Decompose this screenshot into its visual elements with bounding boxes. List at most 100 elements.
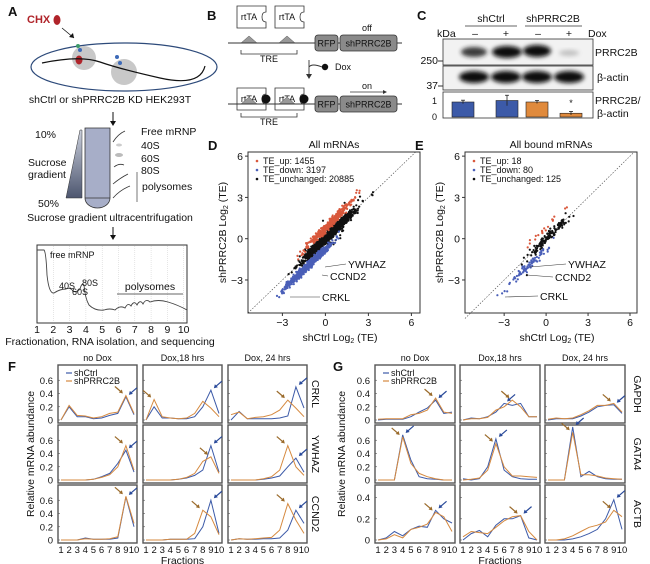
data-point-up [313, 238, 316, 241]
data-point-unchanged [351, 214, 354, 217]
subplot-frame [544, 424, 626, 484]
data-point-unchanged [312, 248, 315, 251]
data-point-down [531, 264, 534, 267]
data-point-down [329, 244, 332, 247]
rfp-box [314, 34, 339, 52]
y-tick-label: 0 [365, 536, 370, 547]
x-tick-label: 1 [460, 545, 465, 556]
y-tick-label: 0.2 [357, 462, 370, 473]
data-point-unchanged [520, 263, 523, 266]
data-point-up [316, 236, 319, 239]
x-tick-label: 5 [408, 545, 413, 556]
data-point-unchanged [530, 254, 533, 257]
diagonal-line [464, 151, 635, 319]
data-point-down [292, 283, 295, 286]
data-point-unchanged [548, 230, 551, 233]
shrna-box [339, 95, 398, 113]
data-point-up [323, 232, 326, 235]
x-tick-label: 8 [285, 545, 290, 556]
data-point-unchanged [337, 221, 340, 224]
x-tick-label: 6 [184, 545, 189, 556]
peak-arrowhead-icon [280, 497, 285, 502]
x-tick-label: 3 [160, 545, 165, 556]
data-point-up [336, 211, 340, 214]
y-axis-label: Relative mRNA abundance [25, 391, 37, 517]
data-point-down [540, 251, 543, 254]
data-point-down [337, 230, 340, 233]
legend-marker [472, 159, 476, 163]
peak-arrowhead-icon [298, 504, 303, 509]
data-point-up [328, 221, 331, 225]
y-tick-label: 0.6 [40, 376, 53, 387]
band-label: PRRC2B [595, 47, 638, 59]
peak-arrowhead-icon [118, 439, 123, 444]
row-label-gene: GATA4 [631, 438, 643, 471]
data-point-down [313, 255, 316, 258]
y-tick-label: −3 [448, 275, 460, 287]
scatter-plot-bound-mrnas: All bound mRNAs −3 −3 0 0 3 3 6 6 shCtrl Log2 (TE… [434, 139, 638, 345]
chx-molecule-icon [53, 15, 61, 25]
data-point-down [542, 248, 545, 251]
gradient-label: gradient [28, 169, 66, 181]
data-point-unchanged [341, 225, 344, 228]
subplot-frame [57, 364, 138, 424]
data-point-unchanged [307, 248, 310, 251]
data-point-down [278, 296, 281, 299]
data-point-unchanged [547, 234, 550, 238]
data-point-unchanged [532, 249, 535, 252]
column-title: Dox,18 hrs [478, 353, 522, 363]
data-point-unchanged [554, 231, 557, 234]
x-tick-label: 2 [554, 545, 559, 556]
y-tick-label: 0.4 [40, 389, 53, 400]
arrowhead-icon [110, 235, 116, 240]
peak-arrowhead-icon [498, 432, 503, 437]
legend-marker [255, 177, 259, 181]
data-point-unchanged [313, 244, 316, 247]
series-line-kd [462, 515, 538, 541]
peak-arrowhead-icon [118, 490, 123, 495]
gene-annotation: CRKL [322, 292, 350, 304]
data-point-down [501, 292, 504, 295]
data-point-unchanged [556, 223, 560, 226]
legend-entry: shPRRC2B [74, 376, 120, 386]
legend-marker [255, 168, 259, 172]
data-point-unchanged [352, 205, 355, 208]
data-point-up [334, 215, 337, 219]
peak-arrowhead-icon [213, 439, 218, 444]
data-point-unchanged [541, 242, 544, 245]
data-point-up [544, 229, 547, 232]
data-point-unchanged [324, 234, 327, 237]
x-tick-label: 7 [107, 545, 112, 556]
data-point-down [302, 265, 305, 269]
data-point-up [302, 249, 305, 252]
fraction-label: 40S [141, 140, 160, 152]
data-point-down [528, 261, 531, 264]
dox-label: Dox [588, 28, 607, 40]
data-point-unchanged [296, 264, 299, 267]
group-label: shCtrl [477, 13, 504, 25]
legend-entry: shCtrl [391, 368, 415, 378]
x-tick-label: 6 [408, 317, 414, 329]
arrowhead-icon [69, 33, 74, 38]
data-point-unchanged [349, 210, 352, 213]
x-tick-label: 3 [75, 545, 80, 556]
profile-label: free mRNP [50, 250, 95, 260]
data-point-up [345, 203, 348, 206]
data-point-down [295, 280, 298, 283]
x-tick-label: 9 [208, 545, 213, 556]
data-point-down [496, 294, 499, 297]
panel-label-b: B [207, 8, 216, 23]
x-tick-label: 8 [433, 545, 438, 556]
data-point-down [285, 284, 288, 287]
band-label: β-actin [597, 72, 629, 84]
data-point-up [342, 212, 345, 215]
rtta-protein-icon [236, 5, 267, 29]
fraction-number: 6 [116, 324, 122, 336]
subplot-frame [544, 364, 626, 424]
profile-label: 80S [82, 278, 98, 288]
x-tick-label: 2 [469, 545, 474, 556]
annotation-leader [504, 295, 539, 298]
subplot-frame [57, 484, 138, 544]
x-tick-label: 10 [214, 545, 225, 556]
profile-label: polysomes [125, 281, 175, 293]
